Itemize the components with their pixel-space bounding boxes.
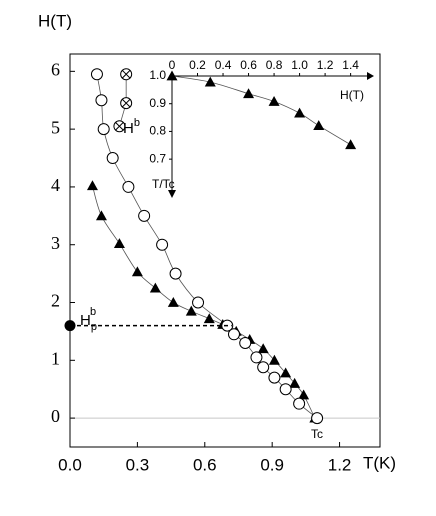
inset-y-tick-label-1: 0.9 — [149, 96, 166, 110]
main-series-0-point-4 — [149, 282, 161, 293]
inset-point-1 — [204, 76, 216, 87]
inset-point-0 — [166, 70, 178, 81]
hpb-label: Hpb — [80, 306, 97, 333]
main-series-0-point-15 — [298, 389, 310, 400]
inset-x-axis-ticks: 0 0.2 0.4 0.6 0.8 1.0 1.2 1.4 — [169, 58, 359, 76]
main-series-1-point-12 — [250, 351, 263, 364]
inset-y-axis-ticks: 1.0 0.9 0.8 0.7 — [149, 68, 172, 165]
inset-x-axis-title: H(T) — [340, 88, 364, 102]
main-series-0-point-1 — [95, 210, 107, 221]
main-series-1-point-13 — [257, 361, 270, 374]
inset-point-3 — [268, 95, 280, 106]
main-series-1-point-5 — [138, 209, 151, 222]
main-series-0-point-7 — [203, 313, 215, 324]
inset-point-2 — [243, 88, 255, 99]
inset-point-5 — [313, 120, 325, 131]
main-series-0-point-0 — [86, 180, 98, 191]
inset-x-tick-label-6: 1.2 — [317, 58, 334, 72]
main-y-axis-ticks: 0 1 2 3 4 5 6 — [51, 59, 75, 426]
main-x-tick-label-2: 0.6 — [193, 455, 217, 474]
main-y-tick-label-4: 4 — [51, 175, 60, 195]
main-y-axis-title: H(T) — [38, 11, 72, 30]
main-y-tick-label-6: 6 — [51, 59, 60, 79]
main-x-tick-label-4: 1.2 — [328, 455, 352, 474]
main-x-tick-label-0: 0.0 — [58, 455, 82, 474]
main-series-1-point-10 — [227, 328, 240, 341]
inset-point-6 — [345, 139, 357, 150]
inset-x-tick-label-7: 1.4 — [342, 58, 359, 72]
main-series-0-point-13 — [280, 367, 292, 378]
main-y-tick-label-3: 3 — [51, 233, 60, 253]
main-series-0-point-11 — [257, 343, 269, 354]
main-series-1-point-15 — [279, 383, 292, 396]
inset-point-4 — [294, 107, 306, 118]
hb-label: Hb — [123, 117, 140, 137]
main-series-1-point-7 — [169, 267, 182, 280]
main-series-0-point-12 — [268, 354, 280, 365]
main-series-1-point-8 — [192, 296, 205, 309]
main-series-1-point-14 — [268, 371, 281, 384]
main-y-tick-label-1: 1 — [51, 348, 60, 368]
main-series-0-point-3 — [131, 266, 143, 277]
main-series-1-point-11 — [239, 336, 252, 349]
main-plot-frame — [69, 53, 381, 448]
inset-x-tick-label-2: 0.4 — [215, 58, 232, 72]
main-y-tick-label-0: 0 — [51, 406, 60, 426]
main-series-2-point-2 — [113, 120, 126, 133]
main-x-axis-ticks: 0.0 0.3 0.6 0.9 1.2 — [58, 442, 351, 474]
main-series-0-point-2 — [113, 238, 125, 248]
main-series-1-point-3 — [106, 152, 119, 165]
inset-series-markers — [166, 70, 357, 150]
inset-x-tick-label-5: 1.0 — [291, 58, 308, 72]
main-series-0-point-5 — [167, 297, 179, 307]
main-x-tick-label-3: 0.9 — [260, 455, 284, 474]
inset-x-tick-label-4: 0.8 — [266, 58, 283, 72]
main-series-1-point-0 — [90, 68, 103, 81]
main-series-1-point-4 — [122, 180, 135, 193]
inset-y-axis-arrowhead — [168, 190, 176, 198]
inset-y-axis-title: T/Tc — [152, 177, 175, 191]
main-series-1-point-6 — [156, 238, 169, 251]
main-series-0-point-14 — [289, 377, 301, 388]
inset-y-tick-label-0: 1.0 — [149, 68, 166, 82]
inset-y-tick-label-2: 0.8 — [149, 124, 166, 138]
main-series-1-point-17 — [311, 412, 324, 425]
main-y-tick-label-2: 2 — [51, 291, 60, 311]
inset-chart: 0 0.2 0.4 0.6 0.8 1.0 1.2 1.4 1.0 0.9 0.8 0.7 H(T)… — [149, 58, 374, 198]
main-series-2-point-1 — [120, 97, 133, 110]
inset-x-axis-arrowhead — [367, 72, 374, 80]
main-y-tick-label-5: 5 — [51, 117, 60, 137]
inset-x-tick-label-3: 0.6 — [240, 58, 257, 72]
main-series-0-point-6 — [185, 305, 197, 316]
inset-series-line — [171, 75, 351, 146]
tc-label: Tc — [311, 427, 323, 441]
main-x-axis-title: T(K) — [363, 453, 396, 472]
inset-curve — [171, 75, 351, 146]
main-series-1-point-16 — [293, 397, 306, 410]
inset-x-tick-label-0: 0 — [169, 58, 176, 72]
main-series-1-point-2 — [97, 123, 110, 136]
main-x-tick-label-1: 0.3 — [126, 455, 150, 474]
inset-x-tick-label-1: 0.2 — [189, 58, 206, 72]
inset-y-tick-label-3: 0.7 — [149, 151, 166, 165]
main-series-markers — [64, 68, 324, 425]
main-series-2-point-0 — [120, 68, 133, 81]
main-series-1-point-1 — [95, 94, 108, 107]
